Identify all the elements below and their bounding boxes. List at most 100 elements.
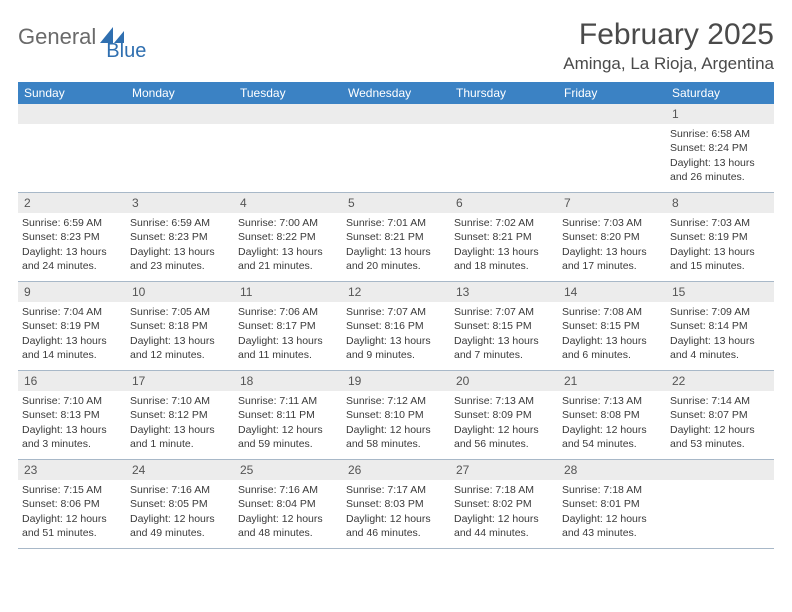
day-info-line: Sunrise: 7:16 AM <box>130 483 230 497</box>
day-info-line: Daylight: 12 hours and 43 minutes. <box>562 512 662 540</box>
day-number: 19 <box>342 371 450 391</box>
day-cell: 13Sunrise: 7:07 AMSunset: 8:15 PMDayligh… <box>450 282 558 370</box>
day-info-line: Sunset: 8:19 PM <box>22 319 122 333</box>
day-info-line: Sunrise: 7:14 AM <box>670 394 770 408</box>
week-row: 2Sunrise: 6:59 AMSunset: 8:23 PMDaylight… <box>18 193 774 282</box>
day-info-line: Sunset: 8:18 PM <box>130 319 230 333</box>
day-info-line: Sunset: 8:22 PM <box>238 230 338 244</box>
day-info-line: Sunrise: 7:13 AM <box>562 394 662 408</box>
day-number: 6 <box>450 193 558 213</box>
day-number: 5 <box>342 193 450 213</box>
day-cell: 2Sunrise: 6:59 AMSunset: 8:23 PMDaylight… <box>18 193 126 281</box>
day-number: 7 <box>558 193 666 213</box>
day-number <box>126 104 234 124</box>
weekday-header: Wednesday <box>342 82 450 104</box>
day-cell: 6Sunrise: 7:02 AMSunset: 8:21 PMDaylight… <box>450 193 558 281</box>
day-info-line: Sunrise: 7:03 AM <box>670 216 770 230</box>
day-number <box>342 104 450 124</box>
day-cell: 4Sunrise: 7:00 AMSunset: 8:22 PMDaylight… <box>234 193 342 281</box>
day-cell: 1Sunrise: 6:58 AMSunset: 8:24 PMDaylight… <box>666 104 774 192</box>
day-cell <box>342 104 450 192</box>
day-number: 22 <box>666 371 774 391</box>
calendar: SundayMondayTuesdayWednesdayThursdayFrid… <box>18 82 774 549</box>
day-cell: 22Sunrise: 7:14 AMSunset: 8:07 PMDayligh… <box>666 371 774 459</box>
day-info-line: Daylight: 13 hours and 6 minutes. <box>562 334 662 362</box>
day-info-line: Daylight: 13 hours and 26 minutes. <box>670 156 770 184</box>
day-info-line: Sunrise: 7:07 AM <box>454 305 554 319</box>
day-number: 1 <box>666 104 774 124</box>
day-cell: 17Sunrise: 7:10 AMSunset: 8:12 PMDayligh… <box>126 371 234 459</box>
day-number: 14 <box>558 282 666 302</box>
day-number: 25 <box>234 460 342 480</box>
day-info-line: Sunrise: 7:09 AM <box>670 305 770 319</box>
day-number: 2 <box>18 193 126 213</box>
day-number: 26 <box>342 460 450 480</box>
weekday-header: Sunday <box>18 82 126 104</box>
day-cell: 19Sunrise: 7:12 AMSunset: 8:10 PMDayligh… <box>342 371 450 459</box>
day-info-line: Daylight: 13 hours and 21 minutes. <box>238 245 338 273</box>
day-info-line: Sunset: 8:24 PM <box>670 141 770 155</box>
day-cell: 7Sunrise: 7:03 AMSunset: 8:20 PMDaylight… <box>558 193 666 281</box>
day-info-line: Daylight: 12 hours and 44 minutes. <box>454 512 554 540</box>
day-info-line: Daylight: 12 hours and 53 minutes. <box>670 423 770 451</box>
day-info-line: Sunset: 8:13 PM <box>22 408 122 422</box>
day-info-line: Sunrise: 7:02 AM <box>454 216 554 230</box>
day-cell <box>126 104 234 192</box>
day-info-line: Sunrise: 7:15 AM <box>22 483 122 497</box>
day-cell <box>450 104 558 192</box>
day-info-line: Daylight: 12 hours and 54 minutes. <box>562 423 662 451</box>
day-info-line: Sunrise: 7:03 AM <box>562 216 662 230</box>
weekday-header-row: SundayMondayTuesdayWednesdayThursdayFrid… <box>18 82 774 104</box>
day-number: 12 <box>342 282 450 302</box>
day-info-line: Sunrise: 7:07 AM <box>346 305 446 319</box>
day-info-line: Sunrise: 7:16 AM <box>238 483 338 497</box>
day-info-line: Sunrise: 7:11 AM <box>238 394 338 408</box>
day-cell <box>234 104 342 192</box>
day-number <box>558 104 666 124</box>
day-info-line: Daylight: 12 hours and 58 minutes. <box>346 423 446 451</box>
day-cell: 18Sunrise: 7:11 AMSunset: 8:11 PMDayligh… <box>234 371 342 459</box>
day-number: 4 <box>234 193 342 213</box>
day-info-line: Sunset: 8:10 PM <box>346 408 446 422</box>
day-cell: 11Sunrise: 7:06 AMSunset: 8:17 PMDayligh… <box>234 282 342 370</box>
day-cell: 26Sunrise: 7:17 AMSunset: 8:03 PMDayligh… <box>342 460 450 548</box>
day-info-line: Sunrise: 6:59 AM <box>130 216 230 230</box>
day-info-line: Sunset: 8:08 PM <box>562 408 662 422</box>
day-cell <box>558 104 666 192</box>
day-cell: 9Sunrise: 7:04 AMSunset: 8:19 PMDaylight… <box>18 282 126 370</box>
day-info-line: Sunrise: 7:13 AM <box>454 394 554 408</box>
day-cell: 25Sunrise: 7:16 AMSunset: 8:04 PMDayligh… <box>234 460 342 548</box>
day-info-line: Sunset: 8:16 PM <box>346 319 446 333</box>
day-number: 17 <box>126 371 234 391</box>
week-row: 1Sunrise: 6:58 AMSunset: 8:24 PMDaylight… <box>18 104 774 193</box>
day-number: 10 <box>126 282 234 302</box>
day-info-line: Sunrise: 7:05 AM <box>130 305 230 319</box>
day-cell: 20Sunrise: 7:13 AMSunset: 8:09 PMDayligh… <box>450 371 558 459</box>
day-info-line: Sunrise: 7:18 AM <box>454 483 554 497</box>
day-cell: 27Sunrise: 7:18 AMSunset: 8:02 PMDayligh… <box>450 460 558 548</box>
day-cell: 16Sunrise: 7:10 AMSunset: 8:13 PMDayligh… <box>18 371 126 459</box>
day-info-line: Sunset: 8:23 PM <box>130 230 230 244</box>
day-number: 28 <box>558 460 666 480</box>
day-info-line: Daylight: 13 hours and 17 minutes. <box>562 245 662 273</box>
day-info-line: Daylight: 12 hours and 59 minutes. <box>238 423 338 451</box>
day-cell: 14Sunrise: 7:08 AMSunset: 8:15 PMDayligh… <box>558 282 666 370</box>
day-number: 8 <box>666 193 774 213</box>
day-info-line: Sunset: 8:21 PM <box>346 230 446 244</box>
day-number <box>666 460 774 480</box>
day-number <box>450 104 558 124</box>
day-cell <box>18 104 126 192</box>
day-number: 24 <box>126 460 234 480</box>
day-cell: 28Sunrise: 7:18 AMSunset: 8:01 PMDayligh… <box>558 460 666 548</box>
weekday-header: Saturday <box>666 82 774 104</box>
day-info-line: Sunrise: 6:59 AM <box>22 216 122 230</box>
day-info-line: Sunset: 8:02 PM <box>454 497 554 511</box>
day-info-line: Daylight: 13 hours and 24 minutes. <box>22 245 122 273</box>
day-info-line: Sunrise: 7:10 AM <box>130 394 230 408</box>
day-info-line: Daylight: 13 hours and 9 minutes. <box>346 334 446 362</box>
page-title: February 2025 <box>563 18 774 52</box>
day-number: 20 <box>450 371 558 391</box>
day-number <box>234 104 342 124</box>
logo-text-general: General <box>18 24 96 50</box>
weekday-header: Monday <box>126 82 234 104</box>
